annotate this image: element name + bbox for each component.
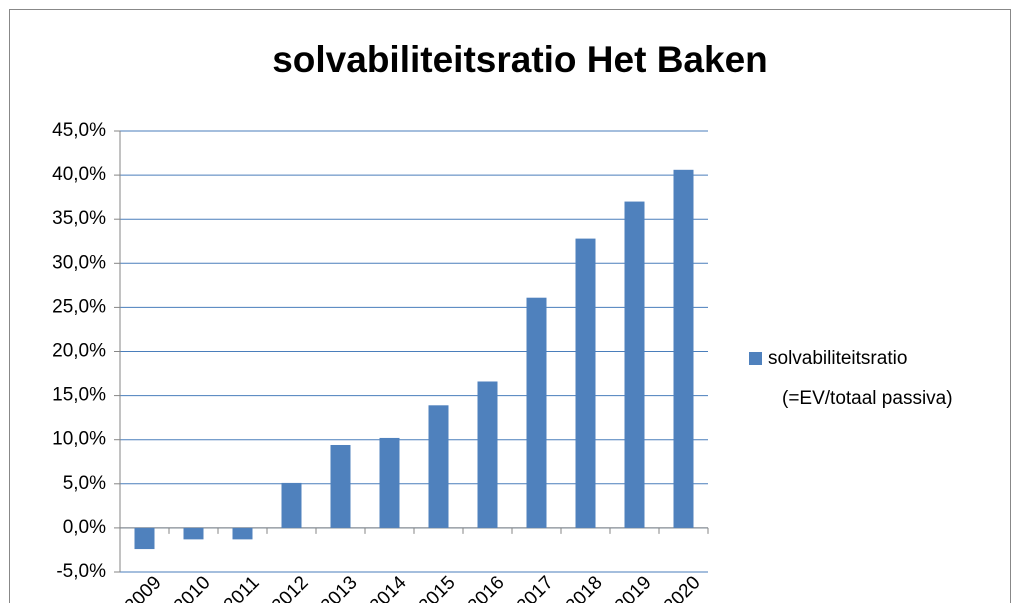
y-tick-label: 25,0% [52,296,106,317]
chart-frame [9,9,1011,608]
bar [477,381,498,528]
y-tick-label: 20,0% [52,341,106,362]
bar [428,405,449,528]
chart-title: solvabiliteitsratio Het Baken [272,39,768,80]
bar [330,444,351,528]
legend-label-line: solvabiliteitsratio [768,348,907,369]
y-tick-label: -5,0% [56,561,106,582]
bar [673,169,694,528]
bar [134,527,155,550]
y-tick-label: 5,0% [63,473,106,494]
y-tick-label: 15,0% [52,385,106,406]
bar [232,527,253,540]
legend-label: solvabiliteitsratio (=EV/totaal passiva) [768,348,953,409]
y-tick-label: 0,0% [63,517,106,538]
y-tick-label: 30,0% [52,252,106,273]
bar [379,437,400,528]
legend-label-line: (=EV/totaal passiva) [782,388,953,409]
y-tick-label: 35,0% [52,208,106,229]
legend-swatch [749,352,762,365]
bar [624,201,645,528]
bar [281,482,302,528]
bar [183,527,204,540]
y-tick-label: 45,0% [52,120,106,141]
bar [526,297,547,528]
bar [575,238,596,528]
y-tick-label: 40,0% [52,164,106,185]
y-tick-label: 10,0% [52,429,106,450]
